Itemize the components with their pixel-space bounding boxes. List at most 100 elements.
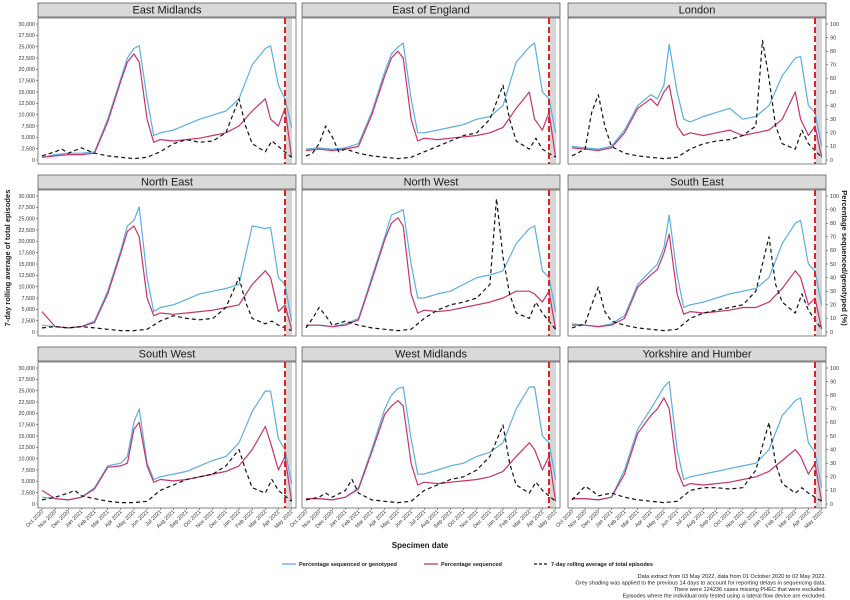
y-right-tick-label: 60 xyxy=(830,76,836,82)
facet-title: South West xyxy=(139,349,196,361)
reporting-delay-shading xyxy=(549,18,556,164)
y-left-tick-label: 2,500 xyxy=(22,318,36,324)
facet-strip xyxy=(567,2,827,18)
reporting-delay-shading xyxy=(285,18,292,164)
episodes-line xyxy=(571,39,823,160)
legend-label: Percentage sequenced or genotyped xyxy=(299,562,398,568)
reporting-delay-shading xyxy=(549,362,556,508)
legend-label: Percentage sequenced xyxy=(441,562,503,568)
reporting-delay-shading xyxy=(815,362,822,508)
panel-frame xyxy=(567,361,827,509)
y-left-tick-label: 20,000 xyxy=(19,411,36,417)
y-left-tick-label: 5,000 xyxy=(22,307,36,313)
episodes-line xyxy=(305,198,557,332)
reporting-delay-shading xyxy=(285,362,292,508)
y-left-tick-label: 0 xyxy=(32,330,35,336)
footnote-line: Data extract from 03 May 2022, data from… xyxy=(638,574,827,580)
y-left-tick-label: 17,500 xyxy=(19,422,36,428)
y-right-tick-label: 20 xyxy=(830,131,836,137)
sequenced-line xyxy=(41,421,293,502)
y-right-tick-label: 40 xyxy=(830,103,836,109)
y-left-tick-label: 5,000 xyxy=(22,135,36,141)
y-right-tick-label: 70 xyxy=(830,235,836,241)
y-left-tick-label: 30,000 xyxy=(19,194,36,200)
panels-layer: East Midlands 0 2,500 5,000 7,500 10,000 12,50… xyxy=(19,2,839,530)
genotyped-line xyxy=(41,206,293,329)
y-right-tick-label: 100 xyxy=(830,366,839,372)
y-right-tick-label: 50 xyxy=(830,262,836,268)
facet-title: Yorkshire and Humber xyxy=(642,349,751,361)
facet-title: London xyxy=(679,5,716,17)
genotyped-line xyxy=(571,43,823,150)
episodes-line xyxy=(41,98,292,160)
facet-panel: North East 0 2,500 5,000 7,500 10,000 12,500 15… xyxy=(19,174,297,337)
genotyped-line xyxy=(306,209,557,328)
y-left-tick-label: 15,000 xyxy=(19,262,36,268)
facet-panel: Yorkshire and Humber 0 10 20 30 40 50 60 70 80 90 1… xyxy=(555,346,839,530)
genotyped-line xyxy=(572,381,823,501)
footnote-line: Episodes where the individual only teste… xyxy=(623,594,827,600)
y-left-tick-label: 12,500 xyxy=(19,101,36,107)
panel-frame xyxy=(301,17,561,165)
facet-strip xyxy=(567,174,827,190)
genotyped-line xyxy=(305,42,557,150)
episodes-line xyxy=(571,236,823,332)
y-right-tick-label: 30 xyxy=(830,289,836,295)
y-right-tick-label: 20 xyxy=(830,475,836,481)
y-left-tick-label: 25,000 xyxy=(19,216,36,222)
facet-strip xyxy=(567,346,827,362)
reporting-delay-shading xyxy=(815,18,822,164)
y-right-tick-label: 90 xyxy=(830,379,836,385)
y-left-tick-label: 10,000 xyxy=(19,284,36,290)
y-left-tick-label: 0 xyxy=(32,502,35,508)
y-left-tick-label: 15,000 xyxy=(19,434,36,440)
y-right-tick-label: 70 xyxy=(830,63,836,69)
facet-strip xyxy=(301,346,561,362)
facet-strip xyxy=(37,174,297,190)
y-left-tick-label: 7,500 xyxy=(22,296,36,302)
panel-frame xyxy=(37,361,297,509)
y-right-tick-label: 100 xyxy=(830,22,839,28)
y-right-tick-label: 0 xyxy=(830,158,833,164)
panel-frame xyxy=(301,189,561,337)
panel-frame xyxy=(567,17,827,165)
sequenced-line xyxy=(41,53,293,158)
y-right-tick-label: 20 xyxy=(830,303,836,309)
genotyped-line xyxy=(41,390,293,501)
y-left-tick-label: 22,500 xyxy=(19,228,36,234)
y-left-tick-label: 22,500 xyxy=(19,400,36,406)
panel-frame xyxy=(567,189,827,337)
y-right-tick-label: 90 xyxy=(830,207,836,213)
y-right-tick-label: 80 xyxy=(830,49,836,55)
y-right-tick-label: 50 xyxy=(830,90,836,96)
sequenced-line xyxy=(572,233,823,330)
sequenced-line xyxy=(305,50,557,158)
y-left-tick-label: 2,500 xyxy=(22,490,36,496)
episodes-line xyxy=(41,277,292,332)
y-axis-right-title: Percentage sequenced/genotyped (%) xyxy=(840,190,849,326)
y-left-tick-label: 20,000 xyxy=(19,239,36,245)
sequenced-line xyxy=(572,397,823,502)
y-right-tick-label: 100 xyxy=(830,194,839,200)
y-left-tick-label: 30,000 xyxy=(19,366,36,372)
sequenced-line xyxy=(571,84,823,158)
y-axis-left-title: 7-day rolling average of total episodes xyxy=(3,190,12,327)
y-left-tick-label: 10,000 xyxy=(19,456,36,462)
y-right-tick-label: 50 xyxy=(830,434,836,440)
legend-label: 7-day rolling average of total episodes xyxy=(551,562,653,568)
y-left-tick-label: 27,500 xyxy=(19,33,36,39)
facet-panel: East of England xyxy=(301,2,561,165)
y-left-tick-label: 5,000 xyxy=(22,479,36,485)
y-right-tick-label: 0 xyxy=(830,502,833,508)
y-right-tick-label: 40 xyxy=(830,275,836,281)
panel-frame xyxy=(37,17,297,165)
y-right-tick-label: 80 xyxy=(830,393,836,399)
episodes-line xyxy=(41,449,292,504)
facet-strip xyxy=(301,174,561,190)
y-left-tick-label: 22,500 xyxy=(19,56,36,62)
sequenced-line xyxy=(306,217,557,330)
y-left-tick-label: 10,000 xyxy=(19,112,36,118)
panel-frame xyxy=(37,189,297,337)
legend: Percentage sequenced or genotyped Percent… xyxy=(282,562,653,568)
y-left-tick-label: 25,000 xyxy=(19,44,36,50)
